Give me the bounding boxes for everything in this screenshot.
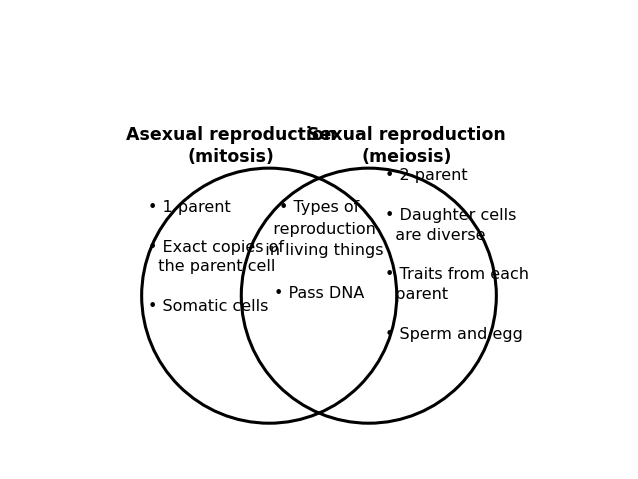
Text: Asexual reproduction
(mitosis): Asexual reproduction (mitosis) [126, 126, 336, 166]
Text: asexual reproduction. Make a list of all vocabulary words that are important.: asexual reproduction. Make a list of all… [16, 55, 638, 70]
Text: • 2 parent

• Daughter cells
  are diverse

• Traits from each
  parent

• Sperm: • 2 parent • Daughter cells are diverse … [385, 168, 529, 342]
Text: • Types of
  reproduction
  in living things

• Pass DNA: • Types of reproduction in living things… [255, 200, 383, 301]
Text: Read Pg. 98 and 99 and complete a Venn Diagram comparing sexual and: Read Pg. 98 and 99 and complete a Venn D… [16, 23, 638, 37]
Text: Sexual reproduction
(meiosis): Sexual reproduction (meiosis) [308, 126, 506, 166]
Text: • 1 parent

• Exact copies of
  the parent cell

• Somatic cells: • 1 parent • Exact copies of the parent … [147, 200, 284, 314]
